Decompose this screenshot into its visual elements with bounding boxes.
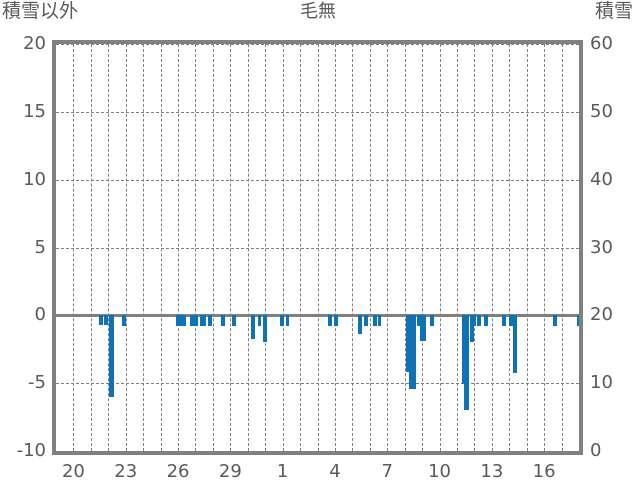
y-tick-label-right: 20 xyxy=(590,304,613,326)
gridline-vertical xyxy=(108,44,110,451)
gridline-vertical xyxy=(456,44,458,451)
bar xyxy=(122,315,126,327)
left-axis-title: 積雪以外 xyxy=(2,0,79,22)
x-tick-label: 10 xyxy=(428,461,451,482)
bar xyxy=(334,315,338,327)
gridline-vertical xyxy=(282,44,284,451)
bar xyxy=(99,315,103,326)
gridline-vertical xyxy=(579,44,580,451)
gridline-vertical xyxy=(212,44,214,451)
bar xyxy=(104,315,108,326)
gridline-vertical xyxy=(422,44,424,451)
gridline-vertical xyxy=(317,44,319,451)
gridline-vertical xyxy=(526,44,528,451)
bar xyxy=(470,315,474,343)
gridline-vertical xyxy=(178,44,180,451)
right-axis-title: 積雪 xyxy=(594,0,633,22)
plot-inner xyxy=(56,44,579,451)
gridline-vertical xyxy=(143,44,145,451)
bar xyxy=(477,315,481,327)
y-tick-label-right: 40 xyxy=(590,168,613,190)
x-tick-label: 13 xyxy=(480,461,504,482)
bar xyxy=(417,315,421,327)
bar xyxy=(472,315,476,327)
bar xyxy=(409,315,416,390)
bar xyxy=(553,315,557,327)
bar xyxy=(513,315,517,374)
bar xyxy=(251,315,255,340)
x-tick-label: 26 xyxy=(166,461,190,482)
x-tick-label: 23 xyxy=(114,461,138,482)
gridline-vertical xyxy=(544,44,546,451)
bar xyxy=(378,315,381,327)
y-tick-label-left: 15 xyxy=(23,100,46,122)
y-tick-label-left: -10 xyxy=(16,440,46,461)
bar xyxy=(484,315,488,327)
bar xyxy=(358,315,362,335)
bar xyxy=(263,315,267,343)
bar xyxy=(109,315,114,398)
y-tick-label-left: 20 xyxy=(23,33,46,54)
bar xyxy=(420,315,426,342)
bar xyxy=(430,315,434,327)
bar xyxy=(364,315,368,327)
bar xyxy=(258,315,261,327)
bar xyxy=(464,315,469,411)
x-tick-label: 1 xyxy=(276,461,289,482)
y-tick-label-left: 10 xyxy=(23,168,46,190)
y-tick-label-right: 0 xyxy=(590,440,602,461)
bar xyxy=(176,315,186,327)
bar xyxy=(328,315,332,327)
bar xyxy=(232,315,236,327)
chart-title: 毛無 xyxy=(300,1,336,22)
gridline-vertical xyxy=(352,44,354,451)
gridline-vertical xyxy=(125,44,127,451)
plot-area xyxy=(52,40,583,455)
x-tick-label: 20 xyxy=(61,461,85,482)
bar xyxy=(208,315,212,327)
x-tick-label: 16 xyxy=(532,461,556,482)
x-tick-label: 4 xyxy=(329,461,341,482)
gridline-vertical xyxy=(334,44,336,451)
y-tick-label-right: 50 xyxy=(590,100,613,122)
y-tick-label-left: 0 xyxy=(34,304,46,326)
bar xyxy=(502,315,506,327)
gridline-vertical xyxy=(387,44,389,451)
bar xyxy=(373,315,377,327)
x-tick-label: 7 xyxy=(381,461,393,482)
gridline-vertical xyxy=(439,44,441,451)
y-tick-label-right: 60 xyxy=(590,33,613,54)
bar xyxy=(509,315,513,327)
bar xyxy=(190,315,198,327)
gridline-vertical xyxy=(195,44,197,451)
gridline-vertical xyxy=(247,44,249,451)
bar xyxy=(280,315,284,327)
y-tick-label-left: -5 xyxy=(28,372,46,394)
y-tick-label-right: 30 xyxy=(590,236,613,258)
gridline-vertical xyxy=(509,44,511,451)
gridline-vertical xyxy=(73,44,75,451)
bar xyxy=(221,315,225,327)
gridline-horizontal xyxy=(56,451,579,452)
gridline-vertical xyxy=(369,44,371,451)
gridline-vertical xyxy=(300,44,302,451)
y-tick-label-left: 5 xyxy=(34,236,46,258)
gridline-vertical xyxy=(404,44,406,451)
y-tick-label-right: 10 xyxy=(590,372,613,394)
bar xyxy=(286,315,289,327)
gridline-vertical xyxy=(160,44,162,451)
gridline-vertical xyxy=(491,44,493,451)
x-tick-label: 29 xyxy=(218,461,242,482)
bar xyxy=(200,315,206,327)
gridline-vertical xyxy=(90,44,92,451)
gridline-vertical xyxy=(265,44,267,451)
gridline-vertical xyxy=(230,44,232,451)
bar xyxy=(577,315,579,327)
gridline-vertical xyxy=(561,44,563,451)
gridline-vertical xyxy=(474,44,476,451)
